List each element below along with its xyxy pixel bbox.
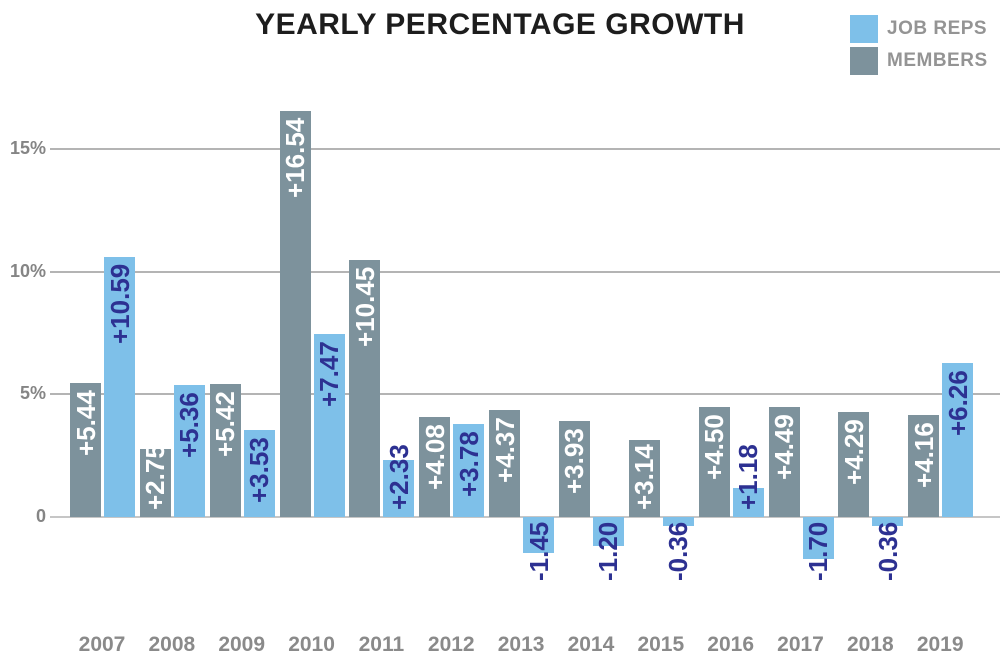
x-label-2007: 2007 bbox=[78, 633, 126, 656]
bar-label-job-reps-2007: +10.59 bbox=[104, 263, 135, 344]
bar-job-reps-2013 bbox=[523, 517, 555, 553]
y-tick-15: 15% bbox=[9, 137, 46, 158]
bar-label-job-reps-2011: +2.33 bbox=[383, 444, 414, 510]
bar-members-2017 bbox=[768, 406, 800, 517]
members-swatch bbox=[850, 47, 878, 75]
bar-label-job-reps-2008: +5.36 bbox=[174, 392, 205, 459]
x-label-2019: 2019 bbox=[916, 633, 964, 656]
bar-members-2009 bbox=[209, 383, 241, 517]
bar-label-job-reps-2013: -1.45 bbox=[523, 521, 554, 581]
legend-item-members: MEMBERS bbox=[850, 47, 988, 75]
bar-job-reps-2017 bbox=[802, 517, 834, 559]
legend-label-job-reps: JOB REPS bbox=[887, 18, 988, 39]
bar-label-job-reps-2012: +3.78 bbox=[453, 431, 484, 498]
bar-members-2010 bbox=[279, 110, 311, 517]
bar-label-job-reps-2010: +7.47 bbox=[314, 340, 345, 407]
bar-label-members-2009: +5.42 bbox=[210, 391, 241, 457]
gridline-10 bbox=[50, 270, 1000, 273]
bar-job-reps-2010 bbox=[313, 333, 345, 517]
bar-members-2018 bbox=[838, 411, 870, 517]
x-label-2009: 2009 bbox=[218, 633, 266, 656]
chart-legend: JOB REPS MEMBERS bbox=[850, 15, 988, 79]
bar-label-job-reps-2019: +6.26 bbox=[942, 370, 973, 437]
bar-label-members-2018: +4.29 bbox=[838, 418, 869, 485]
bar-members-2016 bbox=[698, 406, 730, 517]
bar-label-members-2013: +4.37 bbox=[489, 416, 520, 483]
bar-job-reps-2014 bbox=[592, 517, 624, 547]
x-label-2013: 2013 bbox=[497, 633, 545, 656]
x-label-2015: 2015 bbox=[637, 633, 685, 656]
x-label-2012: 2012 bbox=[427, 633, 475, 656]
x-label-2017: 2017 bbox=[777, 633, 824, 656]
bar-label-members-2019: +4.16 bbox=[908, 422, 939, 488]
x-label-2018: 2018 bbox=[846, 633, 894, 656]
bar-job-reps-2009 bbox=[243, 430, 275, 517]
y-tick-10: 10% bbox=[9, 260, 46, 281]
bar-label-members-2008: +2.75 bbox=[140, 444, 171, 510]
x-label-2014: 2014 bbox=[567, 633, 615, 656]
bar-job-reps-2016 bbox=[732, 488, 764, 517]
bar-members-2015 bbox=[628, 439, 660, 517]
chart-title: YEARLY PERCENTAGE GROWTH bbox=[255, 8, 745, 41]
bar-members-2012 bbox=[419, 416, 451, 517]
bar-members-2008 bbox=[139, 449, 171, 517]
bar-label-members-2011: +10.45 bbox=[349, 267, 380, 348]
bar-label-job-reps-2015: -0.36 bbox=[663, 521, 694, 581]
bar-label-members-2016: +4.50 bbox=[699, 413, 730, 480]
bar-label-members-2014: +3.93 bbox=[559, 427, 590, 494]
bar-label-members-2007: +5.44 bbox=[70, 390, 101, 457]
gridline-5 bbox=[50, 393, 1000, 396]
bar-label-members-2012: +4.08 bbox=[419, 424, 450, 490]
bar-label-job-reps-2014: -1.20 bbox=[593, 521, 624, 581]
bar-label-job-reps-2009: +3.53 bbox=[244, 437, 275, 504]
gridline-15 bbox=[50, 147, 1000, 150]
bar-label-members-2010: +16.54 bbox=[280, 117, 311, 198]
legend-item-job-reps: JOB REPS bbox=[850, 15, 988, 43]
bar-job-reps-2018 bbox=[872, 517, 904, 526]
x-label-2008: 2008 bbox=[148, 633, 196, 656]
bar-job-reps-2012 bbox=[453, 424, 485, 517]
bar-members-2011 bbox=[349, 260, 381, 517]
bar-label-job-reps-2018: -0.36 bbox=[872, 521, 903, 581]
bar-members-2014 bbox=[558, 420, 590, 517]
job-reps-swatch bbox=[850, 15, 878, 43]
bar-job-reps-2011 bbox=[383, 459, 415, 517]
bar-label-job-reps-2016: +1.18 bbox=[733, 444, 764, 510]
bar-label-members-2017: +4.49 bbox=[769, 413, 799, 480]
bar-members-2013 bbox=[489, 409, 521, 517]
bar-job-reps-2008 bbox=[173, 385, 205, 517]
bar-members-2007 bbox=[70, 383, 101, 517]
bar-label-members-2015: +3.14 bbox=[629, 444, 660, 510]
y-tick-0: 0 bbox=[35, 506, 46, 526]
bar-job-reps-2007 bbox=[104, 257, 135, 517]
bar-label-job-reps-2017: -1.70 bbox=[803, 521, 833, 581]
legend-label-members: MEMBERS bbox=[887, 50, 988, 71]
x-label-2016: 2016 bbox=[707, 633, 754, 656]
bar-members-2019 bbox=[908, 414, 940, 517]
y-tick-5: 5% bbox=[19, 383, 46, 404]
x-label-2010: 2010 bbox=[288, 633, 335, 656]
bar-job-reps-2019 bbox=[942, 363, 974, 517]
x-label-2011: 2011 bbox=[358, 633, 405, 656]
bar-job-reps-2015 bbox=[662, 517, 694, 526]
